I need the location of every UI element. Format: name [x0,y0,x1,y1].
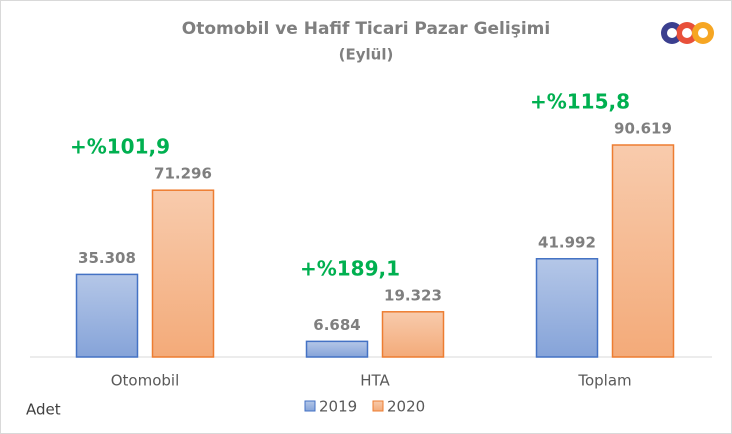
x-tick-label: Otomobil [111,372,180,390]
data-label: 41.992 [538,233,596,251]
chart-title: Otomobil ve Hafif Ticari Pazar Gelişimi [182,19,550,39]
unit-label: Adet [26,401,61,419]
bar [305,340,369,358]
bar [381,311,445,358]
data-label: 6.684 [313,316,360,334]
logo-shape [698,28,708,38]
legend-swatch [372,400,384,412]
data-label: 19.323 [384,286,442,304]
data-label: 35.308 [78,249,136,267]
bar [611,144,675,358]
bar [535,258,599,358]
logo-shape [682,28,692,38]
data-label: 71.296 [154,165,212,183]
legend-label: 2019 [319,398,357,416]
legend-label: 2020 [387,398,425,416]
x-tick-label: Toplam [577,372,631,390]
chart-subtitle: (Eylül) [339,46,394,64]
growth-label: +%101,9 [70,135,170,159]
x-tick-label: HTA [360,372,390,390]
bar [151,189,215,358]
bar [75,273,139,358]
data-label: 90.619 [614,120,672,138]
growth-label: +%115,8 [530,90,630,114]
legend-swatch [304,400,316,412]
logo [661,22,714,44]
growth-label: +%189,1 [300,256,400,280]
logo-shape [667,28,677,38]
